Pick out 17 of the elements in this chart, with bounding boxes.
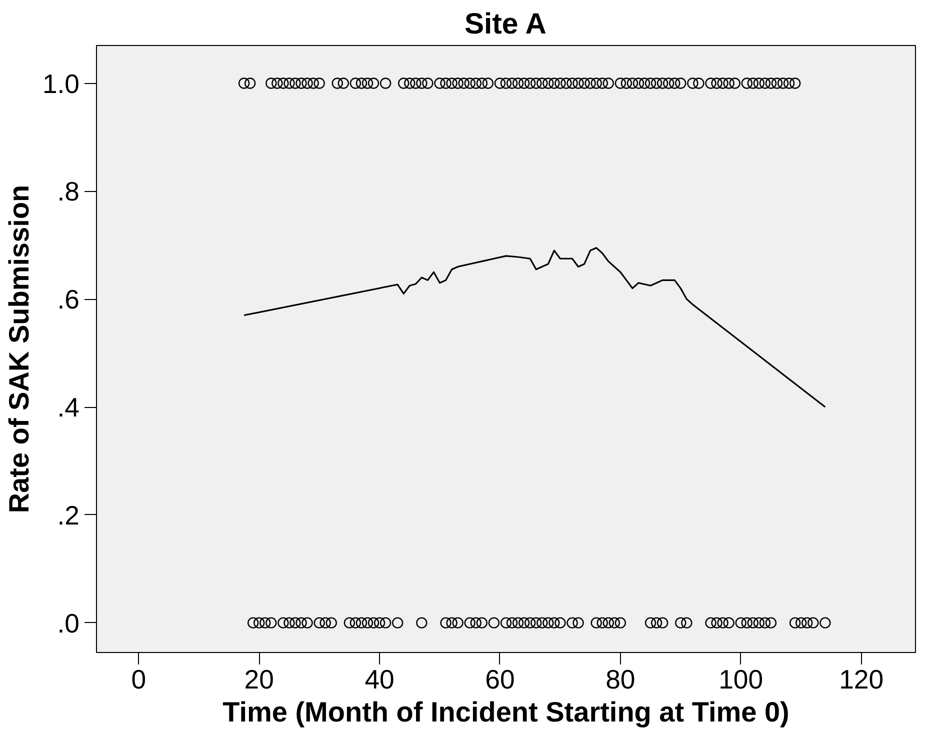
x-tick-label: 100 xyxy=(718,664,764,694)
chart-title: Site A xyxy=(464,8,546,40)
x-tick-label: 0 xyxy=(131,664,146,694)
y-tick-label: .0 xyxy=(57,608,80,638)
x-tick-label: 60 xyxy=(485,664,515,694)
x-tick-label: 80 xyxy=(606,664,636,694)
y-tick-label: .4 xyxy=(57,392,80,422)
x-tick-label: 20 xyxy=(244,664,274,694)
x-tick-label: 40 xyxy=(364,664,394,694)
y-tick-label: .8 xyxy=(57,176,80,207)
y-tick-label: .2 xyxy=(57,500,80,530)
x-axis-title: Time (Month of Incident Starting at Time 0) xyxy=(222,696,790,728)
y-tick-label: 1.0 xyxy=(42,68,80,99)
y-axis-title: Rate of SAK Submission xyxy=(3,184,34,514)
y-tick-label: .6 xyxy=(57,284,80,315)
line-series xyxy=(243,247,826,408)
x-tick-label: 120 xyxy=(839,664,884,694)
